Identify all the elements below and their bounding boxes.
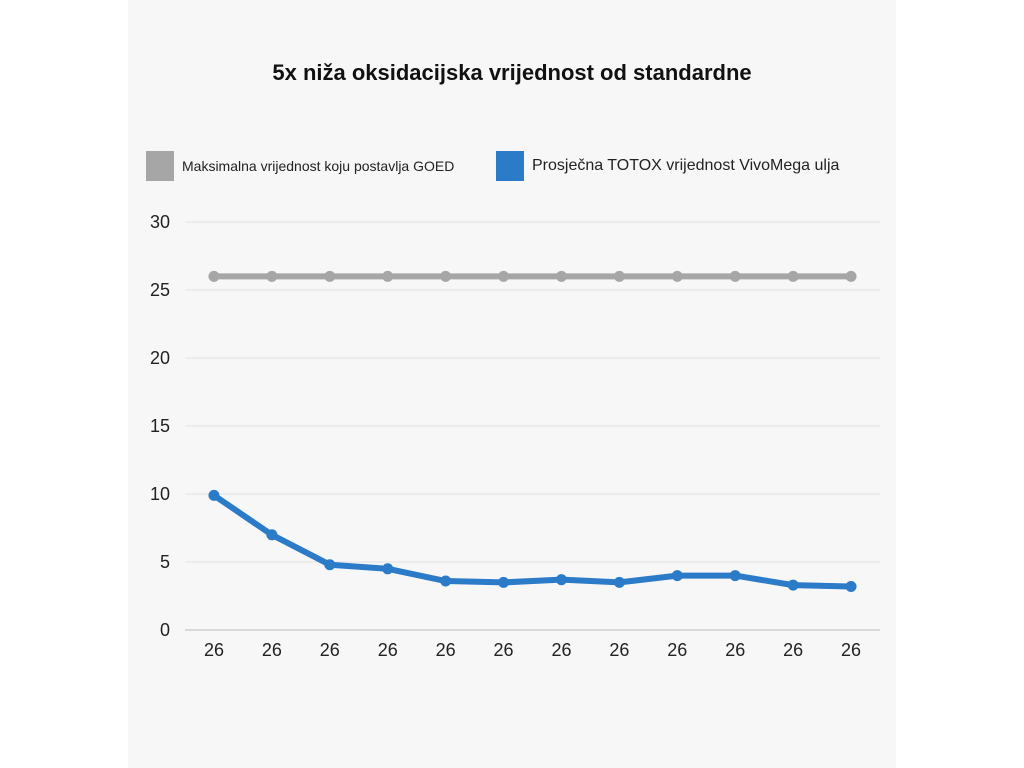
- x-tick-label: 26: [204, 640, 224, 660]
- data-point: [613, 576, 625, 588]
- chart-panel: [128, 0, 896, 768]
- data-point: [613, 270, 625, 282]
- legend-item-goed: Maksimalna vrijednost koju postavlja GOE…: [146, 151, 454, 181]
- data-point: [729, 570, 741, 582]
- data-point: [324, 270, 336, 282]
- data-point: [324, 559, 336, 571]
- x-tick-label: 26: [609, 640, 629, 660]
- data-point: [729, 270, 741, 282]
- data-point: [845, 580, 857, 592]
- y-tick-label: 10: [150, 484, 170, 504]
- data-point: [382, 563, 394, 575]
- data-point: [498, 576, 510, 588]
- x-tick-label: 26: [783, 640, 803, 660]
- data-point: [671, 570, 683, 582]
- data-point: [787, 270, 799, 282]
- legend-swatch-blue: [496, 151, 524, 181]
- legend-label: Maksimalna vrijednost koju postavlja GOE…: [182, 158, 455, 174]
- data-point: [555, 574, 567, 586]
- data-point: [440, 575, 452, 587]
- series-line-1: [212, 492, 852, 590]
- x-tick-label: 26: [262, 640, 282, 660]
- x-tick-label: 26: [551, 640, 571, 660]
- legend-item-totox: Prosječna TOTOX vrijednost VivoMega ulja: [496, 151, 839, 181]
- x-tick-label: 26: [841, 640, 861, 660]
- data-point: [382, 270, 394, 282]
- data-point: [787, 579, 799, 591]
- x-tick-label: 26: [320, 640, 340, 660]
- data-point: [440, 270, 452, 282]
- y-tick-label: 30: [150, 212, 170, 232]
- legend-label: Prosječna TOTOX vrijednost VivoMega ulja: [532, 157, 840, 174]
- legend-swatch-gray: [146, 151, 174, 181]
- chart-title: 5x niža oksidacijska vrijednost od stand…: [272, 60, 752, 85]
- data-point: [845, 270, 857, 282]
- data-point: [498, 270, 510, 282]
- data-point: [555, 270, 567, 282]
- y-tick-label: 0: [160, 620, 170, 640]
- y-tick-label: 15: [150, 416, 170, 436]
- x-tick-label: 26: [378, 640, 398, 660]
- data-point: [266, 270, 278, 282]
- y-tick-label: 5: [160, 552, 170, 572]
- data-point: [671, 270, 683, 282]
- data-point: [208, 270, 220, 282]
- x-tick-label: 26: [725, 640, 745, 660]
- y-tick-label: 20: [150, 348, 170, 368]
- x-tick-label: 26: [494, 640, 514, 660]
- y-tick-label: 25: [150, 280, 170, 300]
- data-point: [266, 529, 278, 541]
- data-point: [208, 489, 220, 501]
- x-tick-label: 26: [667, 640, 687, 660]
- x-tick-label: 26: [436, 640, 456, 660]
